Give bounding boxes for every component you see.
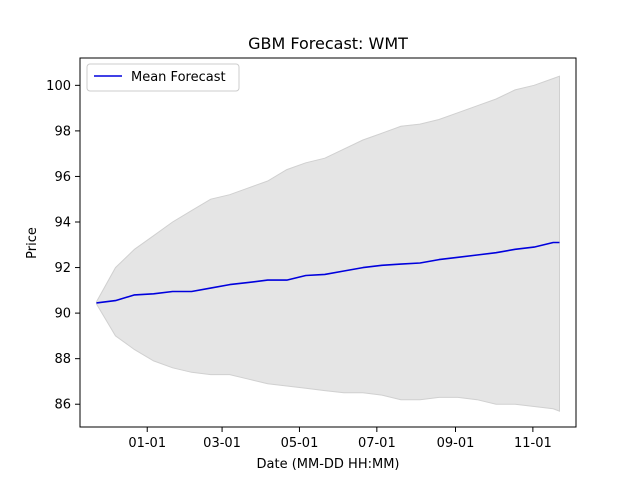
confidence-band-layer (96, 75, 560, 412)
confidence-band (96, 75, 560, 412)
x-tick-label: 07-01 (358, 436, 396, 451)
x-tick-label: 03-01 (203, 436, 241, 451)
chart-title: GBM Forecast: WMT (248, 34, 408, 53)
mean-forecast-line (96, 241, 560, 304)
y-tick-label: 88 (54, 352, 71, 367)
x-tick-label: 01-01 (128, 436, 166, 451)
y-tick-label: 94 (54, 216, 71, 231)
y-axis-title: Price (25, 227, 40, 259)
plot-frame (79, 57, 577, 428)
x-tick-label: 05-01 (281, 436, 319, 451)
mean-forecast-line-layer (96, 241, 560, 304)
x-axis: 01-01 03-01 05-01 07-01 09-01 11-01 (128, 427, 552, 451)
x-tick-label: 09-01 (437, 436, 475, 451)
legend-box (86, 63, 240, 92)
y-tick-label: 90 (54, 307, 71, 322)
y-tick-label: 100 (46, 79, 71, 94)
y-tick-label: 86 (54, 398, 71, 413)
y-tick-label: 96 (54, 170, 71, 185)
x-axis-title: Date (MM-DD HH:MM) (257, 457, 400, 472)
legend-label-mean-forecast: Mean Forecast (131, 70, 226, 85)
y-axis: 86 88 90 92 94 96 98 100 (46, 79, 80, 413)
y-tick-label: 92 (54, 261, 71, 276)
x-tick-label: 11-01 (514, 436, 552, 451)
legend: Mean Forecast (86, 63, 240, 92)
y-tick-label: 98 (54, 124, 71, 139)
